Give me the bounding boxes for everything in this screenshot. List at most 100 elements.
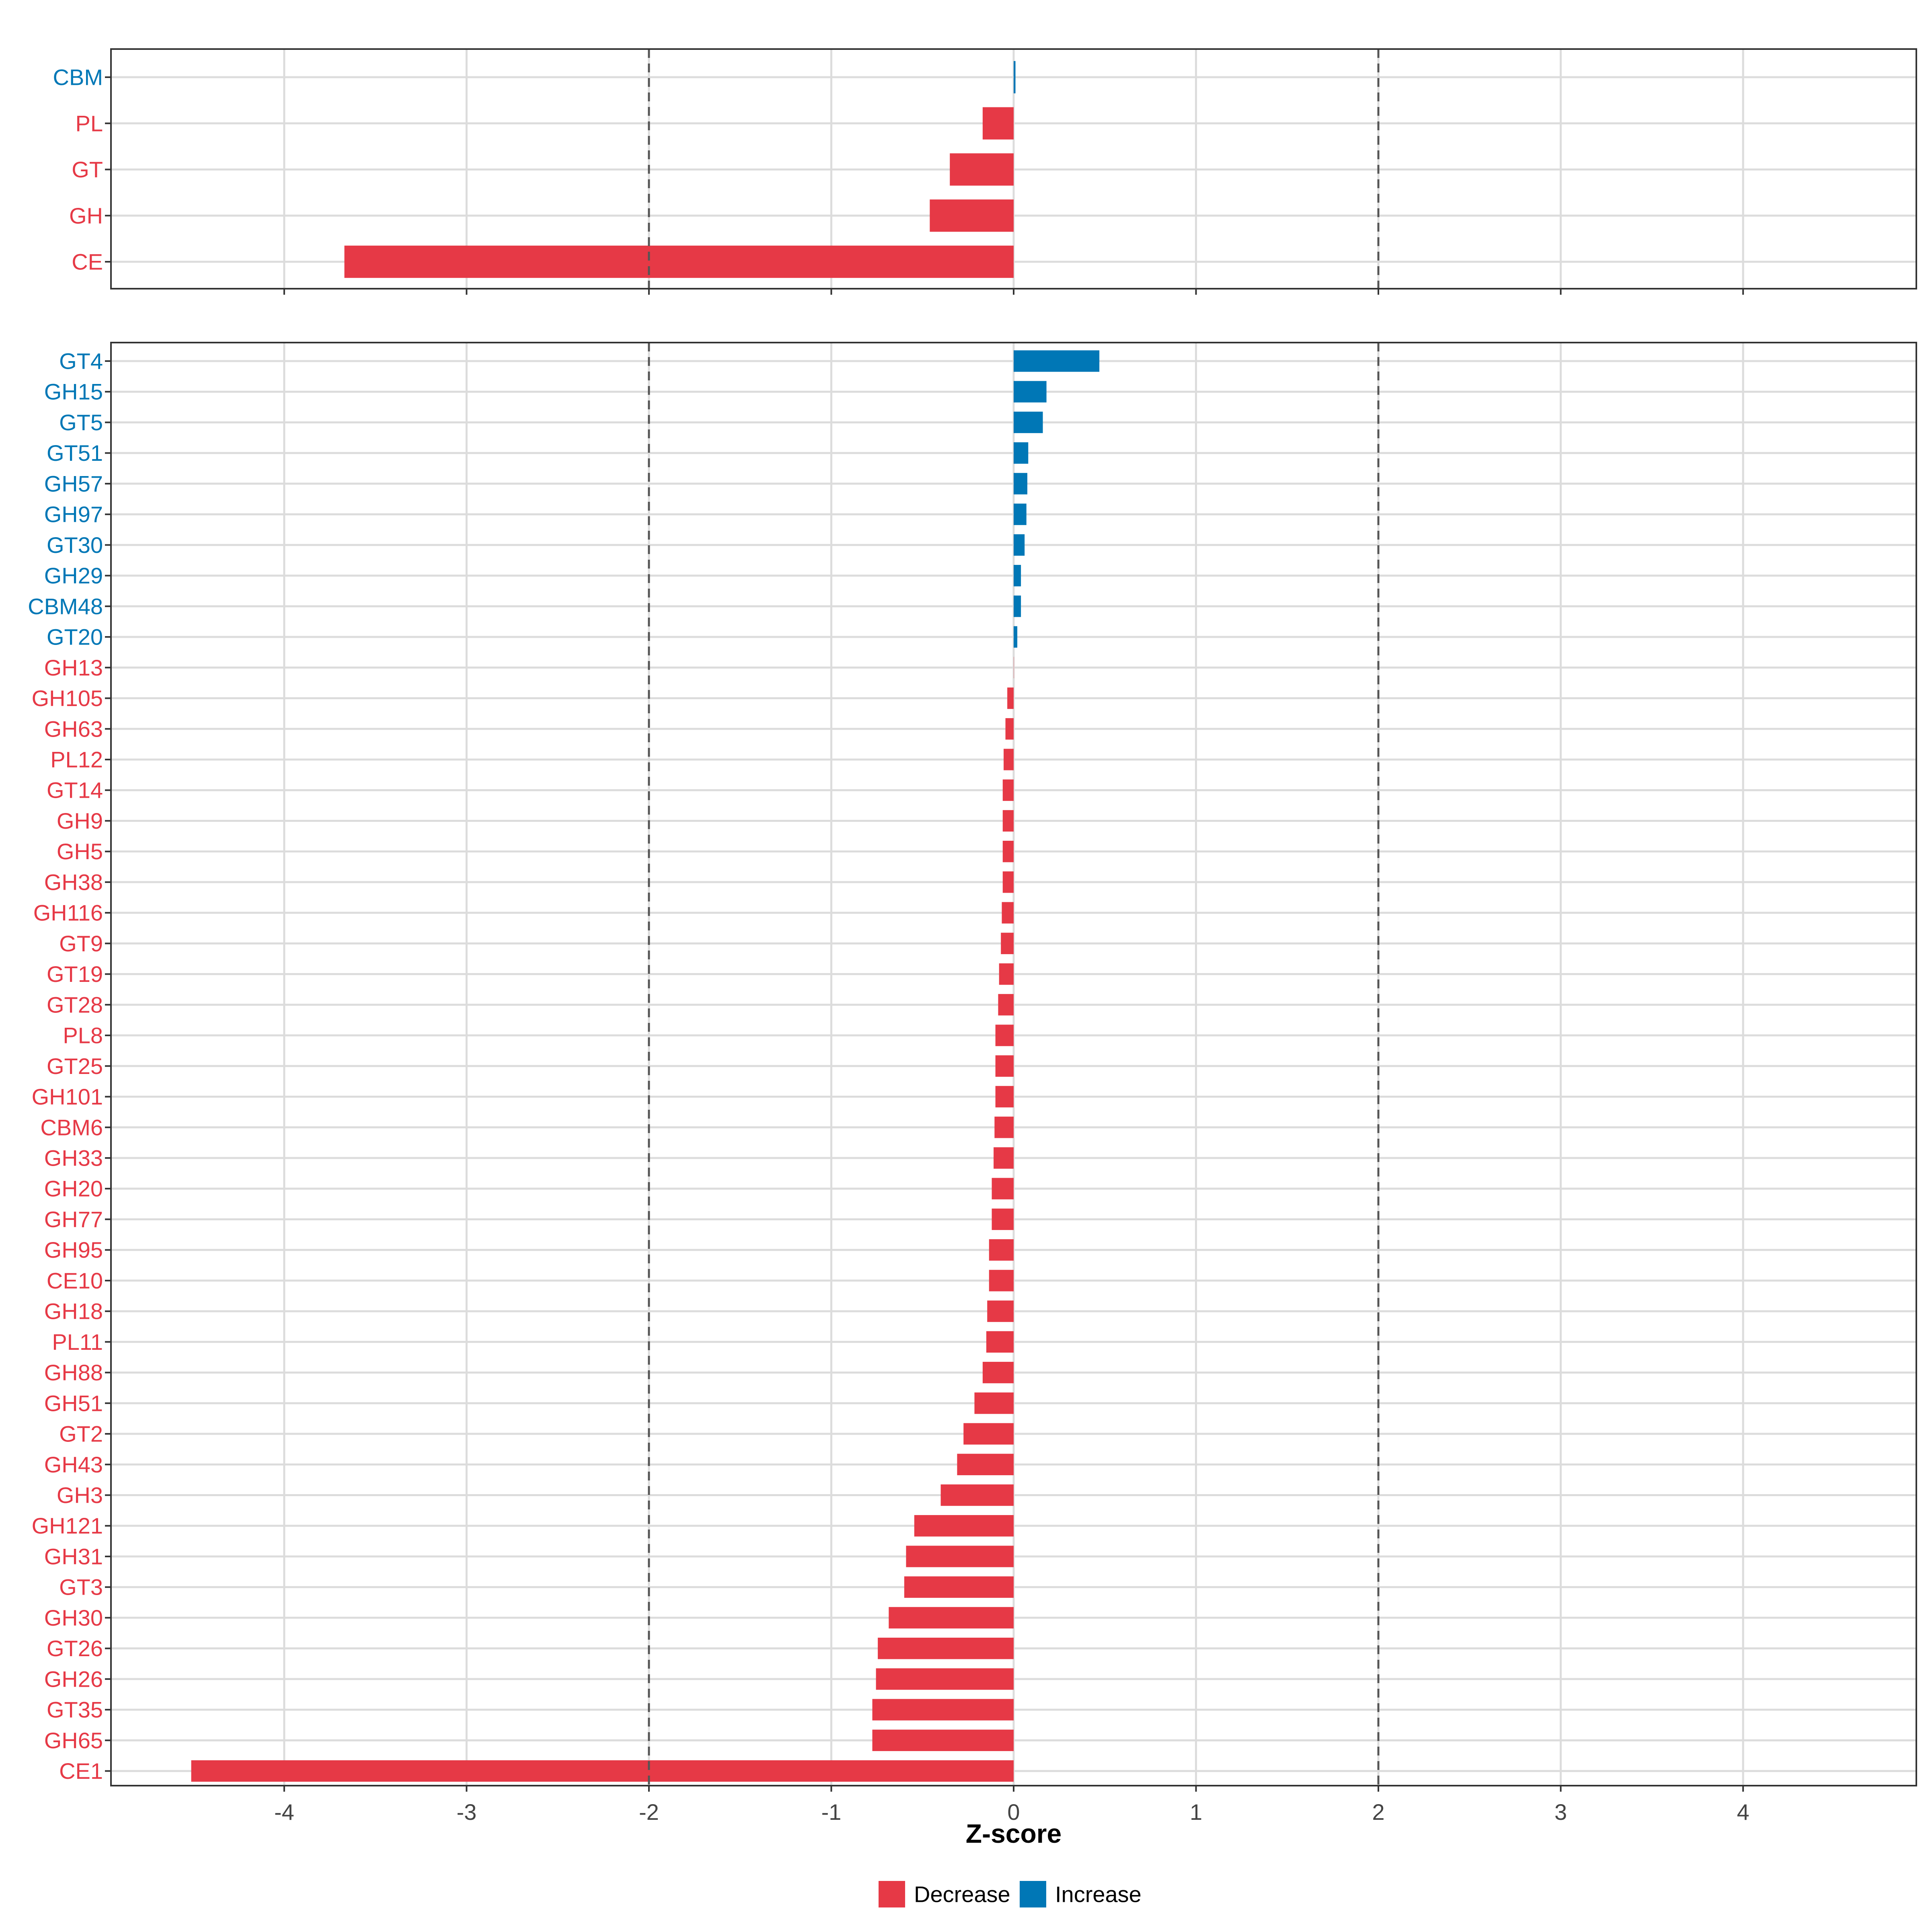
y-tick-label-gt: GT [72,157,103,182]
bar-gh43 [957,1454,1014,1475]
bar-gh18 [987,1300,1014,1322]
bar-gh95 [989,1239,1014,1261]
x-tick-label: 4 [1737,1799,1749,1825]
y-tick-label-gh43: GH43 [44,1452,103,1477]
bar-gt51 [1014,442,1029,464]
bar-gh121 [914,1515,1014,1537]
y-tick-label-gh5: GH5 [57,839,103,864]
y-tick-label-gh30: GH30 [44,1605,103,1630]
y-tick-label-gh13: GH13 [44,655,103,680]
y-tick-label-cbm: CBM [53,65,103,90]
y-tick-label-cbm6: CBM6 [40,1115,103,1140]
y-tick-label-gh20: GH20 [44,1176,103,1201]
x-tick-label: 3 [1554,1799,1567,1825]
bar-gh30 [889,1607,1014,1629]
y-tick-label-gh31: GH31 [44,1544,103,1569]
y-tick-label-gt51: GT51 [47,440,103,466]
x-tick-label: 0 [1007,1799,1020,1825]
y-tick-label-gh95: GH95 [44,1237,103,1263]
y-tick-label-gt3: GT3 [59,1575,103,1600]
y-tick-label-pl8: PL8 [63,1023,103,1048]
bar-gh105 [1007,687,1014,709]
bar-gt9 [1001,932,1014,955]
bar-gt25 [995,1055,1014,1077]
y-tick-label-gh63: GH63 [44,716,103,741]
bar-gh5 [1002,840,1014,862]
y-tick-label-gh38: GH38 [44,869,103,895]
bottom-panel: GT4 GH15 GT5 GT51 GH57 GH97 GT30 GH29 CBM48 GT20 G… [28,342,1917,1792]
y-tick-label-gh26: GH26 [44,1666,103,1692]
bar-gh51 [974,1392,1014,1414]
bar-cbm6 [994,1117,1014,1138]
y-tick-label-gt28: GT28 [47,992,103,1017]
bar-gh20 [992,1178,1014,1199]
y-tick-label-gh: GH [69,203,103,228]
bar-gh29 [1014,565,1021,587]
y-tick-label-gh33: GH33 [44,1145,103,1170]
bar-gt30 [1014,534,1025,556]
y-tick-label-cbm48: CBM48 [28,593,103,619]
x-tick-label: 1 [1190,1799,1202,1825]
bar-gh9 [1002,810,1014,832]
y-tick-label-pl12: PL12 [50,747,103,772]
y-tick-label-gh65: GH65 [44,1728,103,1753]
bar-gt4 [1014,350,1100,372]
y-tick-label-gh57: GH57 [44,471,103,496]
bar-pl [982,107,1014,140]
x-axis-title: Z-score [966,1819,1062,1848]
bar-gh57 [1014,473,1028,495]
y-tick-label-gt19: GT19 [47,961,103,987]
y-tick-label-gt14: GT14 [47,778,103,803]
legend-swatch-decrease [879,1881,905,1907]
legend: Decrease Increase [879,1881,1142,1907]
y-tick-label-gh15: GH15 [44,379,103,404]
bar-ce [344,245,1014,278]
y-tick-label-gt5: GT5 [59,410,103,435]
y-tick-label-gh121: GH121 [32,1513,103,1538]
y-tick-label-gh88: GH88 [44,1360,103,1385]
x-axis: -4 -3 -2 -1 0 1 2 3 4 [274,1799,1749,1825]
bar-gh26 [876,1668,1014,1690]
legend-label-decrease: Decrease [914,1882,1010,1907]
bar-gh [930,199,1014,232]
y-tick-label-gh77: GH77 [44,1207,103,1232]
y-tick-label-gh3: GH3 [57,1482,103,1508]
bar-gh33 [994,1147,1014,1169]
y-tick-label-pl11: PL11 [52,1329,103,1355]
x-tick-label: -1 [821,1799,842,1825]
bar-gh38 [1002,871,1014,893]
bar-gh97 [1014,503,1027,525]
y-tick-label-gt26: GT26 [47,1636,103,1661]
bar-gt [950,153,1014,186]
y-tick-label-gh51: GH51 [44,1390,103,1416]
bar-gh65 [872,1729,1014,1751]
y-tick-label-gh97: GH97 [44,502,103,527]
bar-gt20 [1014,626,1018,648]
y-tick-label-gt20: GT20 [47,624,103,650]
y-tick-label-gt35: GT35 [47,1697,103,1723]
bar-gt5 [1014,411,1043,433]
y-tick-label-gh29: GH29 [44,563,103,588]
bar-gt2 [963,1423,1014,1445]
bar-gt35 [872,1699,1014,1721]
y-tick-label-gh101: GH101 [32,1084,103,1109]
bar-gh3 [940,1484,1014,1506]
bar-cbm [1014,61,1016,94]
x-tick-label: -4 [274,1799,294,1825]
y-tick-label-gt30: GT30 [47,532,103,558]
y-tick-label-ce1: CE1 [59,1758,103,1784]
y-tick-label-pl: PL [76,111,103,136]
y-tick-label-gt25: GT25 [47,1053,103,1079]
x-tick-label: 2 [1372,1799,1384,1825]
y-tick-label-gh9: GH9 [57,808,103,834]
bar-ce10 [989,1270,1014,1291]
bar-gt3 [904,1576,1014,1598]
y-tick-label-ce: CE [72,249,103,275]
x-tick-label: -3 [456,1799,476,1825]
top-panel: CBM PL GT GH CE [53,48,1917,295]
y-tick-label-gt2: GT2 [59,1421,103,1447]
bar-gh101 [995,1086,1014,1108]
bar-gt14 [1002,779,1014,801]
